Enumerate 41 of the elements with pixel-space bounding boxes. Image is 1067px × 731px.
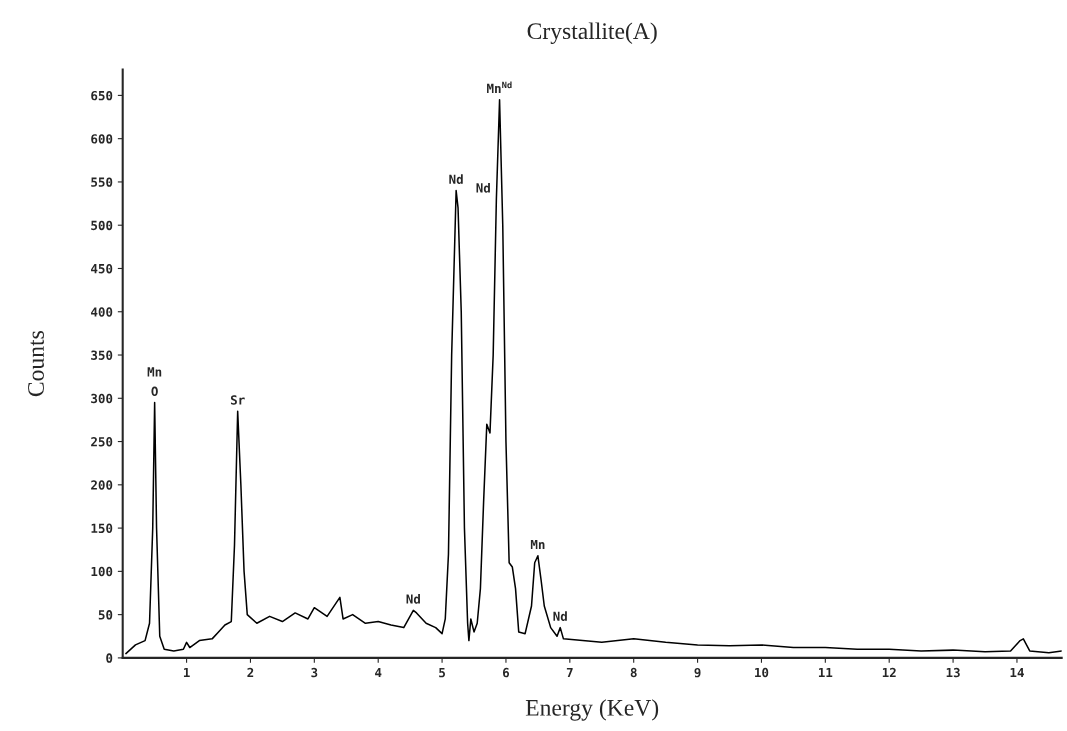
- x-tick-label: 8: [630, 667, 637, 678]
- x-tick-label: 3: [311, 667, 318, 678]
- annotation: Nd: [449, 174, 463, 185]
- y-tick-label: 100: [91, 566, 113, 577]
- annotation: Nd: [476, 182, 490, 193]
- annotation: Mn$^{Nd}$: [487, 81, 512, 93]
- x-tick-label: 13: [946, 667, 960, 678]
- x-tick-label: 11: [818, 668, 833, 678]
- y-tick-label: 450: [91, 263, 113, 274]
- y-tick-label: 50: [98, 610, 113, 620]
- annotation: Mn: [530, 539, 545, 550]
- x-tick-label: 12: [882, 667, 896, 678]
- x-tick-label: 2: [247, 667, 254, 678]
- y-tick-label: 400: [91, 307, 113, 317]
- annotation: Nd: [553, 611, 567, 622]
- y-tick-label: 250: [91, 437, 113, 447]
- x-tick-label: 1: [183, 668, 190, 678]
- x-tick-label: 7: [566, 668, 573, 678]
- annotation: Mn: [147, 367, 162, 377]
- x-tick-label: 14: [1010, 668, 1024, 678]
- x-tick-label: 9: [694, 667, 701, 678]
- annotation: Nd: [406, 594, 420, 604]
- x-tick-label: 10: [755, 667, 769, 678]
- y-axis-title: Counts: [28, 331, 44, 397]
- chart-title: Crystallite(A): [527, 22, 657, 44]
- y-tick-label: 350: [91, 350, 113, 360]
- annotation: Sr: [230, 395, 245, 405]
- x-axis-title: Energy (KeV): [525, 699, 659, 721]
- y-tick-label: 300: [91, 393, 113, 404]
- x-tick-label: 6: [502, 667, 510, 678]
- y-tick-label: 500: [91, 220, 113, 231]
- line-series: [125, 98, 1062, 655]
- y-tick-label: 600: [91, 134, 113, 144]
- y-tick-label: 550: [91, 177, 113, 187]
- y-tick-label: 0: [106, 653, 113, 663]
- y-tick-label: 650: [91, 90, 113, 101]
- x-tick-label: 5: [439, 668, 445, 678]
- x-tick-label: 4: [375, 668, 382, 678]
- y-tick-label: 200: [91, 480, 113, 490]
- annotation: O: [151, 386, 158, 397]
- y-tick-label: 150: [91, 523, 113, 534]
